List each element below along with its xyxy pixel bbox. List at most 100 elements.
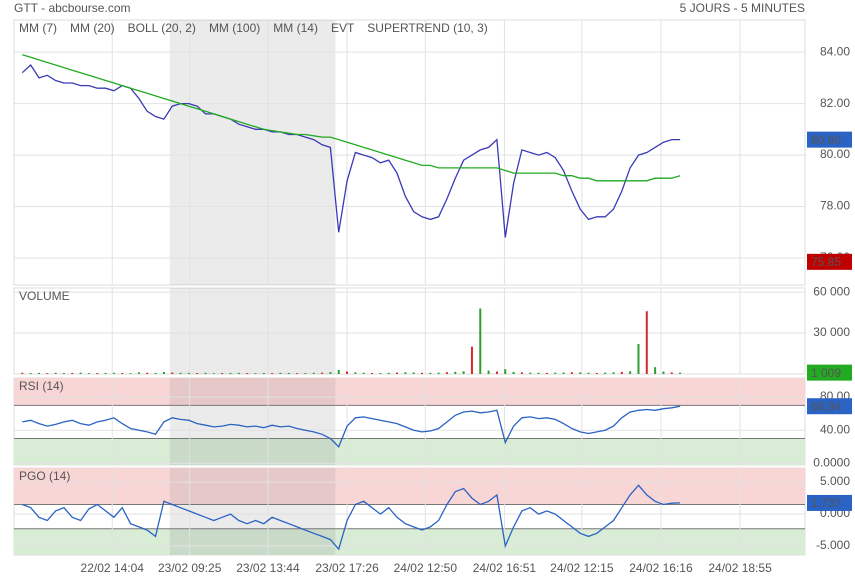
value-marker (807, 131, 852, 148)
value-marker-label: 80.60 (811, 133, 841, 147)
volume-bar (179, 372, 182, 374)
volume-bar (670, 372, 673, 374)
panel-bg (13, 19, 806, 286)
volume-bar (354, 372, 357, 374)
value-marker-label: 68.94 (811, 399, 841, 413)
volume-bar (645, 311, 648, 374)
value-marker (807, 253, 852, 270)
volume-bar (79, 372, 82, 374)
zone (14, 378, 805, 406)
volume-bar (121, 373, 124, 374)
zone (14, 438, 805, 465)
volume-bar (46, 373, 49, 374)
volume-bar (437, 372, 440, 374)
volume-bar (420, 372, 423, 374)
volume-bar (137, 372, 140, 374)
volume-bar (595, 372, 598, 374)
volume-bar (104, 372, 107, 374)
series-line (22, 484, 681, 551)
panel-title: VOLUME (19, 289, 70, 303)
y-tick-label: 78.00 (820, 199, 850, 213)
volume-bar (321, 372, 324, 374)
volume-bar (504, 369, 507, 374)
volume-bar (212, 373, 215, 374)
y-tick-label: 84.00 (820, 44, 850, 58)
volume-bar (154, 372, 157, 374)
volume-bar (362, 372, 365, 374)
volume-bar (620, 371, 623, 374)
volume-bar (554, 372, 557, 374)
volume-bar (129, 373, 132, 374)
volume-bar (304, 373, 307, 374)
series-line (21, 63, 681, 238)
volume-bar (512, 371, 515, 374)
value-marker (807, 494, 852, 511)
volume-bar (379, 373, 382, 374)
volume-bar (187, 372, 190, 374)
period: 5 JOURS - 5 MINUTES (680, 1, 805, 15)
volume-bar (204, 372, 207, 374)
volume-bar (246, 373, 249, 374)
volume-bar (679, 372, 682, 374)
shade (169, 20, 336, 285)
volume-bar (445, 372, 448, 374)
volume-bar (462, 371, 465, 374)
volume-bar (604, 372, 607, 374)
x-tick-label: 23/02 17:26 (315, 561, 379, 575)
volume-bar (346, 371, 349, 374)
x-tick-label: 24/02 12:15 (550, 561, 614, 575)
volume-bar (71, 372, 74, 374)
x-tick-label: 22/02 14:04 (81, 561, 145, 575)
legend-item: EVT (331, 21, 355, 35)
volume-bar (162, 371, 165, 374)
x-tick-label: 24/02 16:16 (629, 561, 693, 575)
zone (14, 468, 805, 505)
volume-bar (287, 372, 290, 374)
x-tick-label: 23/02 09:25 (158, 561, 222, 575)
x-tick-label: 24/02 12:50 (394, 561, 458, 575)
volume-bar (146, 372, 149, 374)
volume-bar (412, 372, 415, 374)
y-tick-label: 82.00 (820, 96, 850, 110)
volume-bar (387, 372, 390, 374)
volume-bar (479, 308, 482, 374)
volume-bar (29, 373, 32, 374)
value-marker (807, 398, 852, 415)
volume-bar (637, 343, 640, 374)
panel-title: PGO (14) (19, 469, 70, 483)
volume-bar (404, 372, 407, 374)
shade (169, 468, 336, 555)
volume-bar (337, 369, 340, 374)
value-marker-label: 75.85 (811, 255, 841, 269)
volume-bar (271, 373, 274, 374)
volume-bar (662, 371, 665, 374)
volume-bar (237, 372, 240, 374)
volume-bar (96, 373, 99, 374)
y-tick-label: -5.000 (816, 538, 850, 552)
legend-item: SUPERTREND (10, 3) (367, 21, 487, 35)
volume-bar (279, 372, 282, 374)
volume-bar (570, 372, 573, 374)
volume-bar (429, 372, 432, 374)
volume-bar (196, 373, 199, 374)
volume-bar (21, 372, 24, 374)
volume-bar (520, 372, 523, 374)
volume-bar (262, 372, 265, 374)
value-marker-label: 1 009 (811, 366, 841, 380)
volume-bar (229, 372, 232, 374)
volume-bar (396, 372, 399, 374)
y-tick-label: 60 000 (813, 284, 850, 298)
value-marker-label: 1.737 (811, 496, 841, 510)
x-tick-label: 24/02 18:55 (708, 561, 772, 575)
volume-bar (579, 372, 582, 374)
volume-bar (612, 372, 615, 374)
legend-item: MM (20) (70, 21, 115, 35)
volume-bar (654, 367, 657, 374)
volume-bar (371, 372, 374, 374)
volume-bar (529, 372, 532, 374)
volume-bar (254, 373, 257, 374)
zone (14, 528, 805, 555)
y-tick-label: 30 000 (813, 325, 850, 339)
volume-bar (37, 372, 40, 374)
